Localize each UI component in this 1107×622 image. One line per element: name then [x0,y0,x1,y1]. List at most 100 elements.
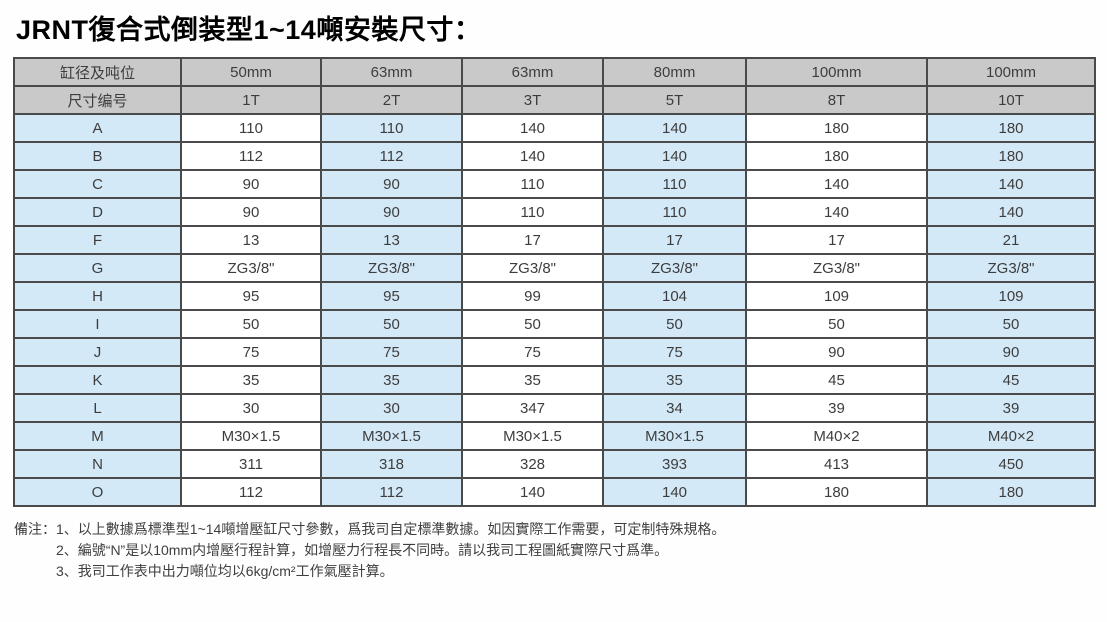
data-cell: 140 [745,169,928,199]
data-cell: 35 [180,365,322,395]
header-cell: 50mm [180,57,322,87]
data-cell: 140 [602,477,747,507]
data-cell: 413 [745,449,928,479]
header-cell: 10T [926,85,1096,115]
data-cell: 347 [461,393,604,423]
data-cell: 34 [602,393,747,423]
table-row: D 90 90 110 110 140 140 [13,197,1096,227]
data-cell: 75 [180,337,322,367]
row-label: K [13,365,182,395]
data-cell: ZG3/8" [602,253,747,283]
data-cell: M30×1.5 [461,421,604,451]
row-label: L [13,393,182,423]
data-cell: 30 [320,393,463,423]
header-cell: 5T [602,85,747,115]
data-cell: M40×2 [926,421,1096,451]
table-row: J 75 75 75 75 90 90 [13,337,1096,367]
data-cell: 90 [926,337,1096,367]
data-cell: 180 [745,141,928,171]
header-cell: 80mm [602,57,747,87]
data-cell: 50 [602,309,747,339]
header-cell: 100mm [745,57,928,87]
data-cell: 140 [602,113,747,143]
data-cell: 35 [602,365,747,395]
data-cell: 328 [461,449,604,479]
data-cell: 180 [926,141,1096,171]
table-row: N 311 318 328 393 413 450 [13,449,1096,479]
data-cell: 17 [461,225,604,255]
data-cell: 180 [926,477,1096,507]
table-row: M M30×1.5 M30×1.5 M30×1.5 M30×1.5 M40×2 M40×2 [13,421,1096,451]
table-row: I 50 50 50 50 50 50 [13,309,1096,339]
row-label: J [13,337,182,367]
data-cell: 311 [180,449,322,479]
data-cell: 90 [180,169,322,199]
data-cell: 75 [602,337,747,367]
table-head: 缸径及吨位 50mm 63mm 63mm 80mm 100mm 100mm 尺寸编号 1T 2T 3… [13,57,1096,115]
data-cell: 50 [320,309,463,339]
data-cell: 110 [180,113,322,143]
row-label: A [13,113,182,143]
row-label: B [13,141,182,171]
header-cell: 1T [180,85,322,115]
data-cell: 393 [602,449,747,479]
row-label: F [13,225,182,255]
data-cell: M40×2 [745,421,928,451]
table-body: A 110 110 140 140 180 180 B 112 112 140 140 180 180 C 9… [13,113,1096,507]
table-row: A 110 110 140 140 180 180 [13,113,1096,143]
data-cell: 180 [745,477,928,507]
dimensions-table: 缸径及吨位 50mm 63mm 63mm 80mm 100mm 100mm 尺寸编号 1T 2T 3… [13,57,1096,507]
data-cell: 75 [461,337,604,367]
data-cell: 99 [461,281,604,311]
table-row: F 13 13 17 17 17 21 [13,225,1096,255]
table-row: H 95 95 99 104 109 109 [13,281,1096,311]
data-cell: 110 [320,113,463,143]
data-cell: M30×1.5 [180,421,322,451]
data-cell: 140 [461,477,604,507]
data-cell: 13 [180,225,322,255]
table-row: K 35 35 35 35 45 45 [13,365,1096,395]
data-cell: 90 [180,197,322,227]
note-item-3: 3、我司工作表中出力噸位均以6kg/cm²工作氣壓計算。 [56,563,394,579]
header-cell: 3T [461,85,604,115]
data-cell: 140 [461,141,604,171]
notes-prefix: 備注： [14,521,56,537]
data-cell: 13 [320,225,463,255]
data-cell: 45 [745,365,928,395]
table-row: C 90 90 110 110 140 140 [13,169,1096,199]
data-cell: 140 [461,113,604,143]
page-title: JRNT復合式倒装型1~14噸安裝尺寸： [16,15,482,45]
data-cell: M30×1.5 [602,421,747,451]
data-cell: 50 [461,309,604,339]
table-row: L 30 30 347 34 39 39 [13,393,1096,423]
data-cell: 75 [320,337,463,367]
notes-list: 1、以上數據爲標準型1~14噸增壓缸尺寸參數，爲我司自定標準數據。如因實際工作需… [56,519,1107,582]
header-row-2: 尺寸编号 1T 2T 3T 5T 8T 10T [13,85,1096,115]
data-cell: 39 [745,393,928,423]
notes-section: 備注： 1、以上數據爲標準型1~14噸增壓缸尺寸參數，爲我司自定標準數據。如因實… [14,519,1107,582]
data-cell: 180 [745,113,928,143]
data-cell: 39 [926,393,1096,423]
data-cell: 112 [180,141,322,171]
data-cell: 50 [745,309,928,339]
row-label: C [13,169,182,199]
data-cell: ZG3/8" [461,253,604,283]
data-cell: 90 [745,337,928,367]
row-label: D [13,197,182,227]
data-cell: ZG3/8" [180,253,322,283]
data-cell: 450 [926,449,1096,479]
data-cell: 112 [320,477,463,507]
data-cell: 104 [602,281,747,311]
data-cell: 318 [320,449,463,479]
data-cell: 112 [180,477,322,507]
data-cell: 90 [320,197,463,227]
table-row: B 112 112 140 140 180 180 [13,141,1096,171]
data-cell: M30×1.5 [320,421,463,451]
data-cell: 140 [926,169,1096,199]
note-item-1: 1、以上數據爲標準型1~14噸增壓缸尺寸參數，爲我司自定標準數據。如因實際工作需… [56,521,726,537]
data-cell: 110 [602,169,747,199]
row-label: G [13,253,182,283]
row-label: H [13,281,182,311]
data-cell: 50 [926,309,1096,339]
